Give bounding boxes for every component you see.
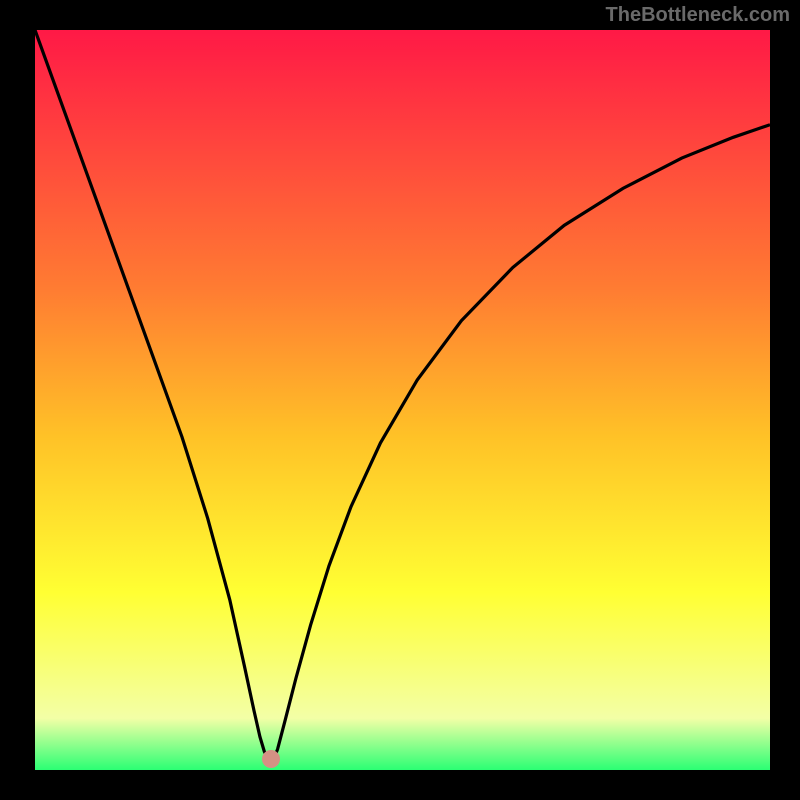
bottleneck-curve bbox=[35, 30, 770, 770]
nadir-marker bbox=[262, 750, 280, 768]
watermark: TheBottleneck.com bbox=[606, 4, 790, 27]
plot-area bbox=[35, 30, 770, 770]
